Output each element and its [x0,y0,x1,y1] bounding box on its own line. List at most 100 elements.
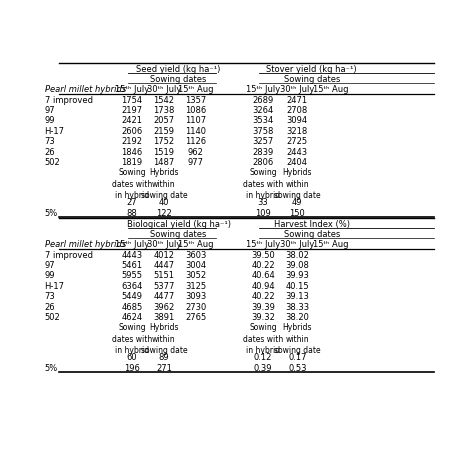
Text: 49: 49 [292,198,302,207]
Text: 196: 196 [124,364,140,373]
Text: 3004: 3004 [185,261,207,270]
Text: 5377: 5377 [153,282,174,291]
Text: 1357: 1357 [185,96,207,105]
Text: 97: 97 [45,106,55,115]
Text: Harvest Index (%): Harvest Index (%) [274,220,350,229]
Text: 30ᵗʰ July: 30ᵗʰ July [280,85,314,94]
Text: 3962: 3962 [153,302,174,311]
Text: 122: 122 [156,209,172,218]
Text: 2839: 2839 [253,147,274,156]
Text: 5955: 5955 [121,271,143,280]
Text: 39.13: 39.13 [285,292,309,301]
Text: 2806: 2806 [253,158,274,167]
Text: 5%: 5% [45,209,58,218]
Text: 3534: 3534 [253,117,274,125]
Text: 97: 97 [45,261,55,270]
Text: 4447: 4447 [154,261,174,270]
Text: 30ᵗʰ July: 30ᵗʰ July [147,240,181,249]
Text: 99: 99 [45,117,55,125]
Text: 99: 99 [45,271,55,280]
Text: 15ᵗʰ Aug: 15ᵗʰ Aug [313,85,349,94]
Text: 26: 26 [45,302,55,311]
Text: 1819: 1819 [121,158,143,167]
Text: 39.39: 39.39 [251,302,275,311]
Text: 38.02: 38.02 [285,250,309,259]
Text: 2421: 2421 [121,117,143,125]
Text: 962: 962 [188,147,204,156]
Text: 27: 27 [127,198,137,207]
Text: 1846: 1846 [121,147,143,156]
Text: 15ᵗʰ July: 15ᵗʰ July [246,85,280,94]
Text: 2197: 2197 [121,106,143,115]
Text: 2404: 2404 [287,158,308,167]
Text: 15ᵗʰ Aug: 15ᵗʰ Aug [313,240,349,249]
Text: 502: 502 [45,313,60,322]
Text: 88: 88 [127,209,137,218]
Text: 4012: 4012 [154,250,174,259]
Text: 60: 60 [127,353,137,362]
Text: 40.22: 40.22 [251,261,275,270]
Text: 40.94: 40.94 [251,282,275,291]
Text: 0.39: 0.39 [254,364,273,373]
Text: 5461: 5461 [121,261,143,270]
Text: 39.32: 39.32 [251,313,275,322]
Text: 1140: 1140 [185,127,206,136]
Text: 2057: 2057 [154,117,174,125]
Text: 15ᵗʰ Aug: 15ᵗʰ Aug [178,85,214,94]
Text: 4477: 4477 [153,292,174,301]
Text: Stover yield (kg ha⁻¹): Stover yield (kg ha⁻¹) [266,65,357,74]
Text: 3264: 3264 [253,106,274,115]
Text: Sowing
dates with
in hybrid: Sowing dates with in hybrid [112,323,152,355]
Text: 1086: 1086 [185,106,207,115]
Text: Hybrids
within
sowing date: Hybrids within sowing date [274,323,320,355]
Text: 26: 26 [45,147,55,156]
Text: 33: 33 [258,198,268,207]
Text: 40.64: 40.64 [251,271,275,280]
Text: Sowing dates: Sowing dates [150,75,207,84]
Text: 15ᵗʰ July: 15ᵗʰ July [246,240,280,249]
Text: 109: 109 [255,209,271,218]
Text: Pearl millet hybrids: Pearl millet hybrids [45,85,126,94]
Text: Biological yield (kg ha⁻¹): Biological yield (kg ha⁻¹) [127,220,231,229]
Text: 0.17: 0.17 [288,353,307,362]
Text: 2725: 2725 [287,137,308,146]
Text: 40.22: 40.22 [251,292,275,301]
Text: 502: 502 [45,158,60,167]
Text: Pearl millet hybrids: Pearl millet hybrids [45,240,126,249]
Text: 40.15: 40.15 [285,282,309,291]
Text: 15ᵗʰ July: 15ᵗʰ July [115,240,149,249]
Text: 2606: 2606 [121,127,143,136]
Text: Sowing dates: Sowing dates [150,230,207,239]
Text: Sowing dates: Sowing dates [283,75,340,84]
Text: 30ᵗʰ July: 30ᵗʰ July [280,240,314,249]
Text: Hybrids
within
sowing date: Hybrids within sowing date [274,168,320,201]
Text: 2159: 2159 [154,127,174,136]
Text: Sowing
dates with
in hybrid: Sowing dates with in hybrid [243,323,283,355]
Text: 150: 150 [290,209,305,218]
Text: 3891: 3891 [153,313,174,322]
Text: Sowing
dates with
in hybrid: Sowing dates with in hybrid [112,168,152,201]
Text: 2471: 2471 [287,96,308,105]
Text: 2443: 2443 [287,147,308,156]
Text: 2765: 2765 [185,313,207,322]
Text: 3218: 3218 [287,127,308,136]
Text: 3257: 3257 [253,137,274,146]
Text: 2192: 2192 [121,137,143,146]
Text: 1519: 1519 [154,147,174,156]
Text: 3125: 3125 [185,282,207,291]
Text: 6364: 6364 [121,282,143,291]
Text: 39.08: 39.08 [285,261,309,270]
Text: 5%: 5% [45,364,58,373]
Text: 0.53: 0.53 [288,364,307,373]
Text: 73: 73 [45,137,55,146]
Text: 1738: 1738 [153,106,174,115]
Text: 1487: 1487 [153,158,174,167]
Text: 5151: 5151 [154,271,174,280]
Text: 15ᵗʰ July: 15ᵗʰ July [115,85,149,94]
Text: Sowing
dates with
in hybrid: Sowing dates with in hybrid [243,168,283,201]
Text: 15ᵗʰ Aug: 15ᵗʰ Aug [178,240,214,249]
Text: Sowing dates: Sowing dates [283,230,340,239]
Text: 0.12: 0.12 [254,353,273,362]
Text: 39.50: 39.50 [251,250,275,259]
Text: Seed yield (kg ha⁻¹): Seed yield (kg ha⁻¹) [137,65,221,74]
